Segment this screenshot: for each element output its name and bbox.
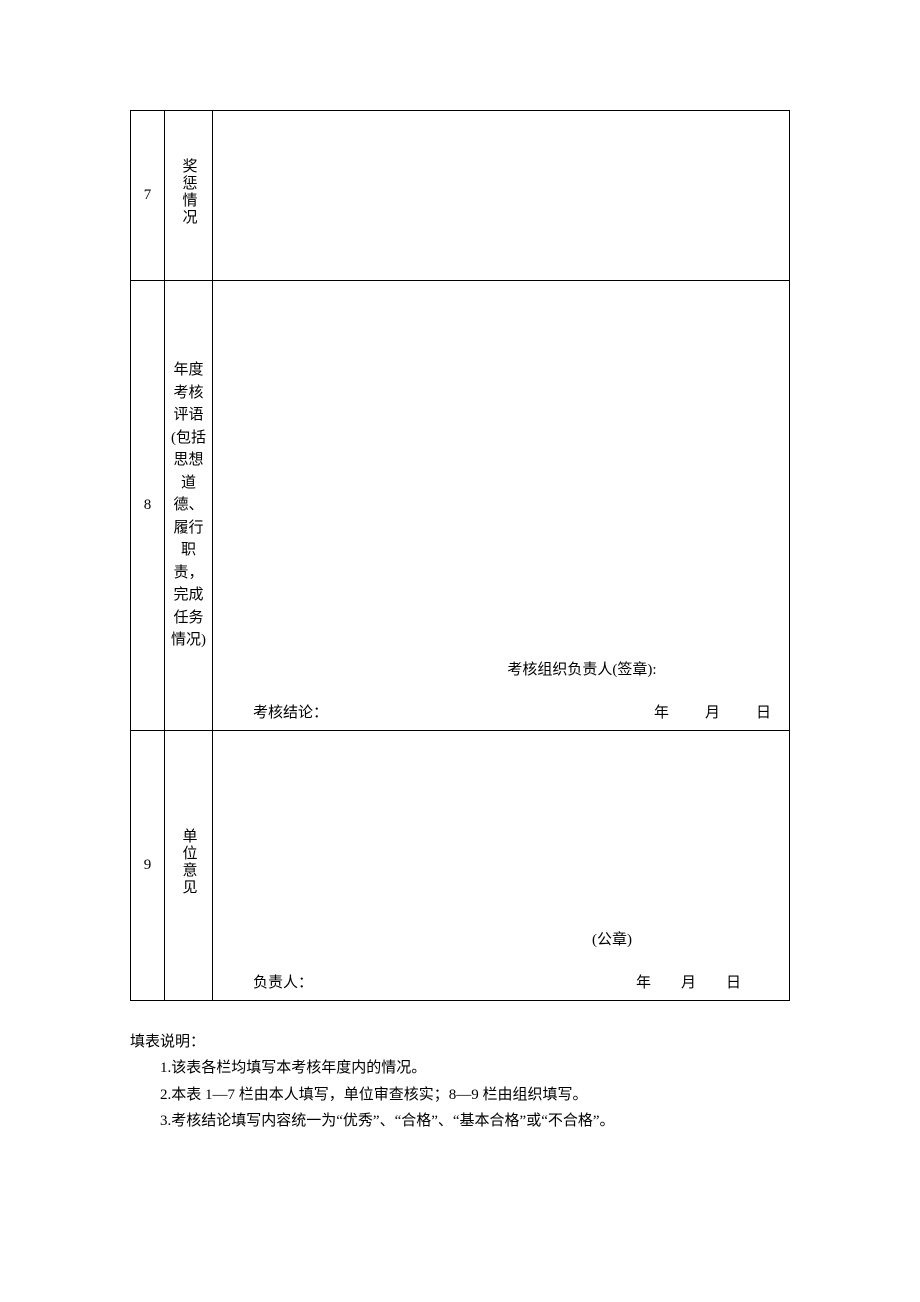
row-label-8-text: 年度考核评语(包括思想道德、履行职责，完成任务情况) [167,359,211,652]
date-row9: 年月日 [636,971,741,992]
row-label-7-text: 奖惩情况 [177,158,201,226]
row-label-7: 奖惩情况 [165,111,213,281]
date-row8: 年月日 [654,701,771,722]
table-row: 9 单位意见 (公章) 负责人： 年 月 日 [131,731,790,1001]
year-label: 年 [636,971,651,992]
note-item-3: 3.考核结论填写内容统一为“优秀”、“合格”、“基本合格”或“不合格”。 [130,1108,790,1134]
row-label-9: 单位意见 [165,731,213,1001]
signer-label: 考核组织负责人(签章): [253,658,771,679]
table-row: 8 年度考核评语(包括思想道德、履行职责，完成任务情况) 考核组织负责人(签章)… [131,281,790,731]
conclusion-line: 考核结论： 年 月 日 [253,701,771,722]
row9-bottom-area: (公章) 负责人： 年 月 日 [213,928,789,992]
day-label: 日 [726,971,741,992]
notes-title: 填表说明： [130,1029,790,1055]
row-content-9: (公章) 负责人： 年 月 日 [213,731,790,1001]
row-label-9-text: 单位意见 [177,828,201,896]
note-item-1: 1.该表各栏均填写本考核年度内的情况。 [130,1055,790,1081]
row-content-7 [213,111,790,281]
month-label: 月 [681,971,696,992]
note-item-2: 2.本表 1—7 栏由本人填写，单位审查核实；8—9 栏由组织填写。 [130,1082,790,1108]
table-row: 7 奖惩情况 [131,111,790,281]
form-notes: 填表说明： 1.该表各栏均填写本考核年度内的情况。 2.本表 1—7 栏由本人填… [130,1029,790,1134]
month-label: 月 [705,701,720,722]
row-number-9: 9 [131,731,165,1001]
row-label-8: 年度考核评语(包括思想道德、履行职责，完成任务情况) [165,281,213,731]
responsible-line: 负责人： 年 月 日 [253,971,771,992]
year-label: 年 [654,701,669,722]
seal-label: (公章) [253,928,771,949]
responsible-label: 负责人： [253,971,313,992]
conclusion-label: 考核结论： [253,701,328,722]
row-content-8: 考核组织负责人(签章): 考核结论： 年 月 日 [213,281,790,731]
day-label: 日 [756,701,771,722]
row8-bottom-area: 考核组织负责人(签章): 考核结论： 年 月 日 [213,658,789,722]
assessment-form-table: 7 奖惩情况 8 年度考核评语(包括思想道德、履行职责，完成任务情况) 考核组织… [130,110,790,1001]
row-number-7: 7 [131,111,165,281]
row-number-8: 8 [131,281,165,731]
